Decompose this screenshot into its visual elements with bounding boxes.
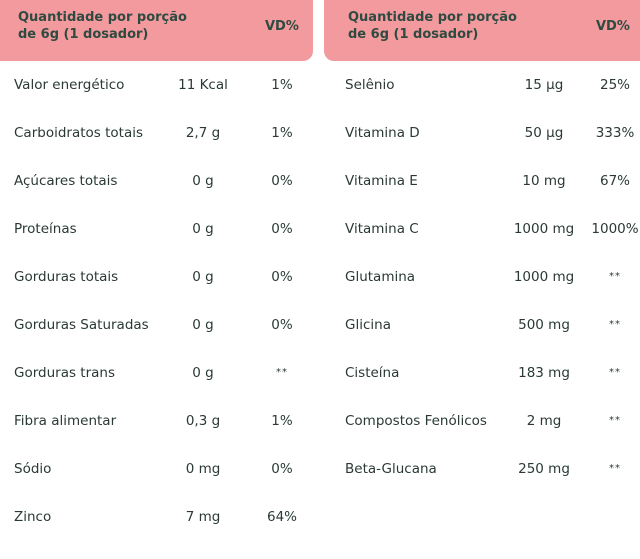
daily-value-percent: 0% bbox=[271, 173, 293, 189]
nutrient-amount: 0 mg bbox=[185, 461, 221, 477]
table-row: Zinco 7 mg 64% bbox=[14, 507, 313, 527]
nutrient-name: Gorduras totais bbox=[14, 269, 119, 285]
nutrition-table-right: Quantidade por porção de 6g (1 dosador) … bbox=[324, 0, 640, 477]
nutrient-name: Vitamina E bbox=[345, 173, 418, 189]
nutrient-amount: 0 g bbox=[192, 317, 214, 333]
table-row: Vitamina E 10 mg 67% bbox=[345, 171, 640, 191]
nutrient-name: Beta-Glucana bbox=[345, 461, 437, 477]
nutrient-name: Selênio bbox=[345, 77, 395, 93]
table-row: Açúcares totais 0 g 0% bbox=[14, 171, 313, 191]
nutrient-name: Glicina bbox=[345, 317, 391, 333]
nutrient-name: Compostos Fenólicos bbox=[345, 413, 487, 429]
nutrition-table-left: Quantidade por porção de 6g (1 dosador) … bbox=[0, 0, 313, 525]
nutrient-amount: 11 Kcal bbox=[178, 77, 228, 93]
daily-value-percent: ** bbox=[276, 367, 288, 378]
table-row: Fibra alimentar 0,3 g 1% bbox=[14, 411, 313, 431]
table-row: Valor energético 11 Kcal 1% bbox=[14, 75, 313, 95]
nutrient-amount: 15 µg bbox=[524, 77, 564, 93]
serving-size-label: Quantidade por porção de 6g (1 dosador) bbox=[348, 10, 517, 42]
nutrient-amount: 1000 mg bbox=[513, 269, 575, 285]
nutrient-amount: 10 mg bbox=[522, 173, 566, 189]
daily-value-header: VD% bbox=[265, 19, 299, 34]
nutrient-name: Glutamina bbox=[345, 269, 416, 285]
table-row: Vitamina C 1000 mg 1000% bbox=[345, 219, 640, 239]
daily-value-percent: 1% bbox=[271, 77, 293, 93]
nutrient-name: Vitamina D bbox=[345, 125, 420, 141]
daily-value-percent: 1000% bbox=[591, 221, 639, 237]
serving-size-label: Quantidade por porção de 6g (1 dosador) bbox=[18, 10, 187, 42]
nutrient-name: Gorduras Saturadas bbox=[14, 317, 149, 333]
table-header-left: Quantidade por porção de 6g (1 dosador) … bbox=[0, 0, 313, 61]
daily-value-percent: 25% bbox=[599, 77, 630, 93]
nutrient-name: Valor energético bbox=[14, 77, 125, 93]
nutrient-name: Sódio bbox=[14, 461, 52, 477]
table-row: Sódio 0 mg 0% bbox=[14, 459, 313, 479]
nutrient-name: Carboidratos totais bbox=[14, 125, 144, 141]
table-row: Carboidratos totais 2,7 g 1% bbox=[14, 123, 313, 143]
nutrient-amount: 0 g bbox=[192, 365, 214, 381]
table-row: Beta-Glucana 250 mg ** bbox=[345, 459, 640, 479]
nutrient-amount: 2,7 g bbox=[185, 125, 221, 141]
nutrient-amount: 0,3 g bbox=[185, 413, 221, 429]
daily-value-percent: 64% bbox=[266, 509, 297, 525]
table-row: Compostos Fenólicos 2 mg ** bbox=[345, 411, 640, 431]
nutrient-name: Gorduras trans bbox=[14, 365, 116, 381]
nutrient-amount: 0 g bbox=[192, 221, 214, 237]
table-row: Gorduras Saturadas 0 g 0% bbox=[14, 315, 313, 335]
daily-value-percent: 67% bbox=[599, 173, 630, 189]
table-row: Glutamina 1000 mg ** bbox=[345, 267, 640, 287]
table-row: Gorduras trans 0 g ** bbox=[14, 363, 313, 383]
table-row: Gorduras totais 0 g 0% bbox=[14, 267, 313, 287]
nutrient-name: Vitamina C bbox=[345, 221, 419, 237]
table-row: Glicina 500 mg ** bbox=[345, 315, 640, 335]
daily-value-percent: ** bbox=[609, 319, 621, 330]
nutrient-amount: 7 mg bbox=[185, 509, 221, 525]
nutrient-name: Açúcares totais bbox=[14, 173, 118, 189]
nutrient-amount: 0 g bbox=[192, 269, 214, 285]
nutrient-amount: 50 µg bbox=[524, 125, 564, 141]
nutrient-amount: 183 mg bbox=[518, 365, 570, 381]
nutrient-name: Cisteína bbox=[345, 365, 400, 381]
table-header-right: Quantidade por porção de 6g (1 dosador) … bbox=[324, 0, 640, 61]
daily-value-percent: 1% bbox=[271, 125, 293, 141]
daily-value-percent: 0% bbox=[271, 461, 293, 477]
daily-value-percent: 1% bbox=[271, 413, 293, 429]
nutrient-amount: 2 mg bbox=[526, 413, 562, 429]
daily-value-header: VD% bbox=[596, 19, 630, 34]
daily-value-percent: 333% bbox=[595, 125, 635, 141]
daily-value-percent: 0% bbox=[271, 317, 293, 333]
daily-value-percent: 0% bbox=[271, 221, 293, 237]
nutrient-amount: 1000 mg bbox=[513, 221, 575, 237]
nutrient-amount: 0 g bbox=[192, 173, 214, 189]
daily-value-percent: ** bbox=[609, 367, 621, 378]
table-row: Vitamina D 50 µg 333% bbox=[345, 123, 640, 143]
table-row: Selênio 15 µg 25% bbox=[345, 75, 640, 95]
nutrient-name: Proteínas bbox=[14, 221, 77, 237]
nutrient-amount: 500 mg bbox=[518, 317, 570, 333]
daily-value-percent: ** bbox=[609, 415, 621, 426]
daily-value-percent: 0% bbox=[271, 269, 293, 285]
table-row: Cisteína 183 mg ** bbox=[345, 363, 640, 383]
nutrient-amount: 250 mg bbox=[518, 461, 570, 477]
daily-value-percent: ** bbox=[609, 271, 621, 282]
daily-value-percent: ** bbox=[609, 463, 621, 474]
nutrient-name: Fibra alimentar bbox=[14, 413, 117, 429]
nutrient-name: Zinco bbox=[14, 509, 52, 525]
table-row: Proteínas 0 g 0% bbox=[14, 219, 313, 239]
